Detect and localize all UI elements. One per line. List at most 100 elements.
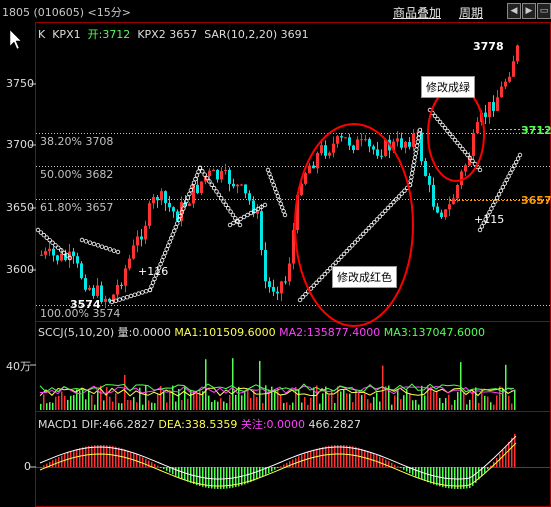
volume-ma-line xyxy=(39,385,515,395)
macd-bar xyxy=(274,467,276,470)
sar-dot xyxy=(245,212,250,218)
macd-bar xyxy=(292,459,294,467)
sar-dot xyxy=(44,235,49,240)
volume-bar xyxy=(55,396,57,410)
sar-dot xyxy=(460,146,465,152)
sar-dot xyxy=(227,222,233,228)
cursor-icon xyxy=(9,29,22,50)
sar-dot xyxy=(487,209,492,215)
sar-dot xyxy=(136,291,141,296)
candle-body xyxy=(248,193,251,201)
macd-bar xyxy=(322,447,324,467)
volume-bar xyxy=(97,390,99,410)
y-tick-label: 3600 xyxy=(6,263,34,276)
macd-bar xyxy=(262,467,264,477)
candle-body xyxy=(200,181,203,193)
sar-dot xyxy=(361,231,366,237)
sar-dot xyxy=(347,246,352,251)
macd-bar xyxy=(88,446,90,467)
sar-dot xyxy=(303,292,308,297)
candle-body xyxy=(176,211,179,221)
sar-dot xyxy=(325,269,330,274)
sar-dot xyxy=(67,255,73,261)
sar-dot xyxy=(196,169,201,174)
macd-bar xyxy=(82,447,84,467)
volume-bar xyxy=(259,360,261,410)
macd-bar xyxy=(154,463,156,467)
period-button[interactable]: 周期 xyxy=(459,6,484,20)
candle-body xyxy=(440,212,443,217)
macd-bar xyxy=(46,463,48,467)
candle-body xyxy=(428,175,431,185)
legend-k: K xyxy=(38,28,46,41)
arrow-left-icon[interactable]: ◀ xyxy=(507,3,521,19)
sar-dot xyxy=(87,240,93,245)
macd-legend-dif: DIF:466.2827 xyxy=(81,418,155,431)
volume-bar xyxy=(394,395,396,410)
macd-bar xyxy=(331,445,333,467)
macd-bar xyxy=(511,437,513,467)
sar-dot xyxy=(191,180,197,185)
candle-body xyxy=(348,137,351,146)
sar-dot xyxy=(111,248,117,253)
volume-bar xyxy=(463,392,465,410)
macd-bar xyxy=(217,467,219,489)
macd-bar xyxy=(484,467,486,473)
sar-dot xyxy=(230,212,236,218)
sar-dot xyxy=(278,201,283,206)
volume-bar xyxy=(211,402,213,410)
macd-bar xyxy=(40,467,42,468)
volume-bar xyxy=(424,395,426,410)
volume-bar xyxy=(217,401,219,410)
macd-bar xyxy=(160,467,162,468)
sar-dot xyxy=(414,143,420,148)
candle-body xyxy=(220,170,223,180)
volume-bar xyxy=(391,404,393,410)
volume-bar xyxy=(502,388,504,410)
macd-bar xyxy=(85,446,87,467)
candle-body xyxy=(316,153,319,169)
sar-dot xyxy=(79,237,85,243)
candle-body xyxy=(272,286,275,292)
candle-body xyxy=(256,211,259,214)
sar-dot xyxy=(467,155,473,161)
candle-body xyxy=(284,281,287,283)
sar-dot xyxy=(117,297,122,302)
candle-body xyxy=(360,139,363,141)
sar-dot xyxy=(416,135,421,141)
sar-dot xyxy=(385,205,391,211)
volume-bar xyxy=(262,403,264,410)
sar-dot xyxy=(399,191,404,196)
volume-bar xyxy=(454,400,456,410)
sar-dot xyxy=(508,170,513,176)
volume-bar xyxy=(433,391,435,410)
macd-bar xyxy=(475,467,477,483)
sar-dot xyxy=(175,221,180,226)
macd-bar xyxy=(205,467,207,488)
volume-bar xyxy=(493,404,495,410)
sar-dot xyxy=(502,181,507,186)
volume-bar xyxy=(145,385,147,410)
candle-body xyxy=(404,142,407,148)
candle-body xyxy=(380,155,383,157)
sar-dot xyxy=(504,177,509,183)
candle-body xyxy=(464,165,467,172)
volume-bar xyxy=(283,403,285,410)
volume-bar xyxy=(46,403,48,410)
sar-dot xyxy=(156,265,162,271)
sar-dot xyxy=(216,192,222,198)
sar-dot xyxy=(394,197,399,202)
sar-dot xyxy=(417,131,422,137)
candle-body xyxy=(484,112,487,118)
macd-bar xyxy=(175,467,177,476)
volume-bar xyxy=(58,395,60,410)
volume-bar xyxy=(448,394,450,410)
macd-bar xyxy=(139,455,141,467)
volume-bar xyxy=(169,389,171,410)
overlay-button[interactable]: 商品叠加 xyxy=(393,6,442,20)
arrow-right-icon[interactable]: ▶ xyxy=(522,3,536,19)
sar-dot xyxy=(169,236,174,241)
sar-dot xyxy=(506,174,511,179)
candle-body xyxy=(448,204,451,210)
